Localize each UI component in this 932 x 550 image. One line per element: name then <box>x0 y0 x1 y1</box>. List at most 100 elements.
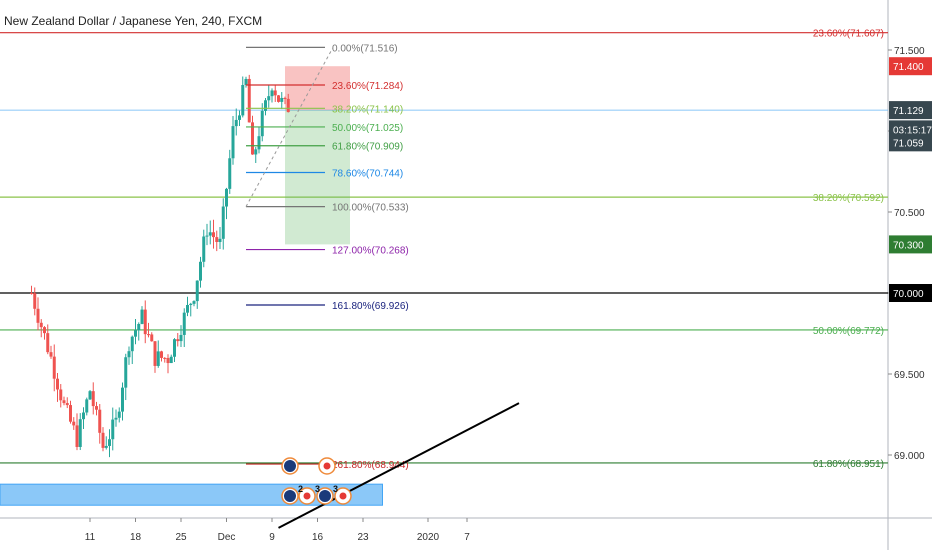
x-tick-label: 18 <box>130 532 142 543</box>
y-tick-label: 71.500 <box>894 46 925 57</box>
price-badge <box>889 284 932 302</box>
candle-body <box>241 85 245 116</box>
x-tick-label: 25 <box>175 532 187 543</box>
candle-body <box>88 391 92 400</box>
candle-body <box>143 309 147 335</box>
candle-body <box>140 309 144 324</box>
price-badge <box>889 101 932 120</box>
candle-body <box>59 389 63 401</box>
candle-body <box>280 97 284 102</box>
fib-level-label: 38.20%(70.592) <box>813 193 884 204</box>
candle-body <box>134 330 137 337</box>
candle-body <box>130 336 134 352</box>
price-badge <box>889 133 932 152</box>
candle-body <box>192 301 196 304</box>
fib-retracement-label: 261.80%(68.944) <box>332 460 409 471</box>
x-tick-label: 7 <box>464 532 470 543</box>
candle-body <box>124 357 128 388</box>
candle-body <box>173 339 176 357</box>
candle-body <box>225 188 228 207</box>
fib-retracement-label: 23.60%(71.284) <box>332 81 403 92</box>
candle-body <box>199 261 202 281</box>
candle-body <box>127 351 131 358</box>
candle-body <box>257 136 261 150</box>
candle-body <box>231 126 235 159</box>
candle-body <box>65 403 69 406</box>
candle-body <box>247 78 251 123</box>
event-count: 3 <box>315 484 320 494</box>
japan-flag-icon[interactable] <box>334 487 352 505</box>
candle-body <box>228 158 232 189</box>
price-badge-label: 71.400 <box>893 62 924 73</box>
japan-flag-icon[interactable] <box>298 487 316 505</box>
candle-body <box>108 439 111 446</box>
stop-loss-area <box>285 66 350 111</box>
candle-body <box>169 356 173 364</box>
candle-body <box>182 312 186 335</box>
price-badge-label: 70.300 <box>893 240 924 251</box>
candle-body <box>46 333 50 353</box>
candle-body <box>104 445 108 448</box>
price-badge <box>889 57 932 76</box>
candle-body <box>286 98 290 113</box>
candle-body <box>218 238 222 242</box>
candle-body <box>117 411 121 418</box>
candle-body <box>82 412 85 420</box>
candle-body <box>202 236 206 262</box>
candle-body <box>205 235 209 237</box>
candle-body <box>163 357 167 359</box>
candle-body <box>85 399 89 413</box>
fib-retracement-label: 0.00%(71.516) <box>332 43 398 54</box>
price-badge-label: 71.059 <box>893 138 924 149</box>
candle-body <box>91 391 95 407</box>
candle-body <box>234 119 238 127</box>
candle-body <box>52 356 56 379</box>
candle-body <box>195 280 199 302</box>
y-tick-label: 69.500 <box>894 370 925 381</box>
candle-body <box>260 110 264 137</box>
candle-body <box>101 432 105 448</box>
candle-body <box>137 323 141 331</box>
candle-body <box>186 304 189 313</box>
candle-body <box>273 90 277 96</box>
candle-body <box>43 327 46 334</box>
candle-body <box>212 232 215 238</box>
candle-body <box>156 351 160 366</box>
candle-body <box>283 97 287 99</box>
fib-retracement-label: 38.20%(71.140) <box>332 104 403 115</box>
candle-body <box>153 341 157 366</box>
candle-body <box>251 122 254 155</box>
nz-flag-icon[interactable] <box>281 457 299 475</box>
candle-body <box>189 303 193 305</box>
candle-body <box>270 90 274 97</box>
fib-retracement-label: 100.00%(70.533) <box>332 203 409 214</box>
candle-body <box>36 308 40 323</box>
candle-body <box>49 352 53 357</box>
fib-retracement-label: 78.60%(70.744) <box>332 168 403 179</box>
japan-flag-icon[interactable] <box>318 457 336 475</box>
candle-body <box>33 293 37 309</box>
x-tick-label: 2020 <box>417 532 440 543</box>
candle-body <box>78 419 82 447</box>
candle-body <box>221 206 225 239</box>
nz-flag-icon[interactable] <box>316 487 334 505</box>
candle-body <box>56 378 59 390</box>
candle-body <box>72 421 76 426</box>
candle-body <box>62 400 66 404</box>
take-profit-area <box>285 110 350 245</box>
x-tick-label: 11 <box>85 532 96 543</box>
fib-level-label: 23.60%(71.607) <box>813 29 884 40</box>
candle-body <box>179 334 183 342</box>
candle-body <box>114 417 118 420</box>
candle-body <box>166 358 170 364</box>
x-tick-label: 9 <box>269 532 275 543</box>
x-tick-label: Dec <box>218 532 236 543</box>
candle-body <box>238 115 241 120</box>
x-tick-label: 16 <box>312 532 324 543</box>
fib-retracement-label: 61.80%(70.909) <box>332 142 403 153</box>
nz-flag-icon[interactable] <box>281 487 299 505</box>
candle-body <box>254 149 258 155</box>
candle-body <box>147 334 150 336</box>
candle-body <box>267 96 271 101</box>
